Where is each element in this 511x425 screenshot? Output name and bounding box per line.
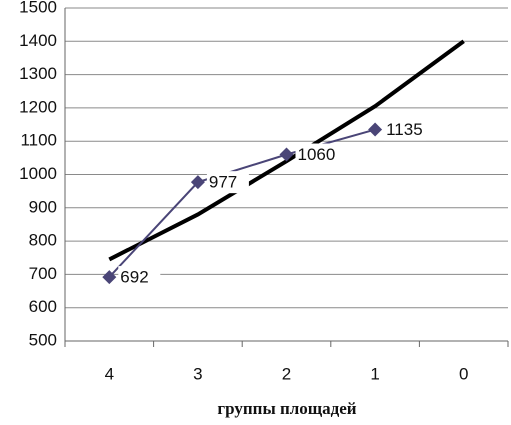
y-tick-label: 700 [29,264,57,283]
x-tick-label: 3 [193,364,202,383]
y-tick-label: 900 [29,197,57,216]
y-tick-label: 600 [29,297,57,316]
y-tick-label: 1100 [20,131,57,150]
series-line [108,128,376,278]
x-axis-title: группы площадей [217,399,356,418]
label-bg [384,118,427,141]
marker [279,147,294,162]
y-tick-label: 1400 [19,31,57,50]
y-tick-label: 1300 [19,64,57,83]
data-label: 1135 [386,120,423,139]
data-label: 1060 [298,145,336,164]
y-tick-label: 1000 [19,164,57,183]
x-tick-label: 2 [282,364,291,383]
marker [190,175,205,190]
data-label: 977 [209,173,237,192]
x-tick-label: 4 [105,364,114,383]
y-tick-label: 1200 [19,97,57,116]
y-tick-label: 500 [29,330,57,349]
marker [102,270,117,285]
label-bg [118,266,161,289]
y-tick-label: 1500 [19,0,57,16]
x-tick-label: 1 [370,364,379,383]
y-tick-label: 800 [29,231,57,250]
marker [368,122,383,137]
data-label: 692 [120,268,148,287]
label-bg [295,143,338,166]
label-bg [206,171,249,194]
x-tick-label: 0 [459,364,468,383]
